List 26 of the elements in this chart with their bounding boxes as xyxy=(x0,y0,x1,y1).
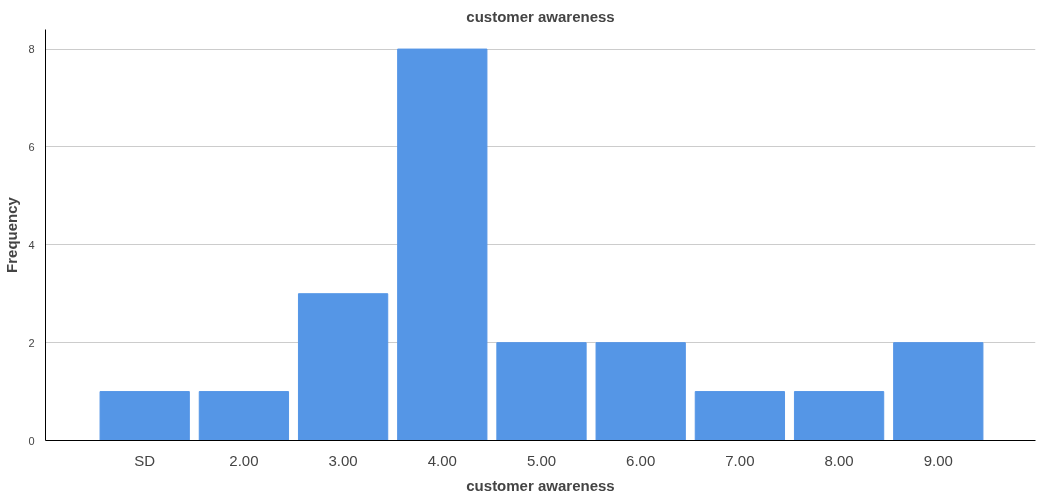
y-tick-label: 2 xyxy=(28,336,35,349)
x-tick-label: 6.00 xyxy=(626,451,656,469)
bar xyxy=(595,342,686,441)
x-tick-label: 3.00 xyxy=(328,451,358,469)
bar xyxy=(198,391,290,441)
bar xyxy=(297,293,389,441)
y-axis-title: Frequency xyxy=(3,196,21,273)
y-tick-label: 8 xyxy=(28,43,35,56)
x-tick-label: 8.00 xyxy=(824,451,854,469)
x-axis-title: customer awareness xyxy=(466,476,615,494)
bar xyxy=(99,391,190,441)
chart-title: customer awareness xyxy=(466,7,615,25)
y-tick-label: 0 xyxy=(28,434,35,447)
y-tick-label: 6 xyxy=(28,140,35,153)
x-tick-label: 9.00 xyxy=(923,451,953,469)
bar xyxy=(694,391,786,441)
bar xyxy=(496,342,587,441)
bar xyxy=(893,342,984,441)
x-tick-label: 7.00 xyxy=(725,451,755,469)
x-tick-label: 5.00 xyxy=(526,451,557,469)
x-tick-label: 4.00 xyxy=(427,451,457,469)
y-tick-label: 4 xyxy=(28,238,35,251)
bar xyxy=(397,48,488,441)
x-tick-label: SD xyxy=(134,451,156,469)
x-tick-label: 2.00 xyxy=(229,451,259,469)
bar xyxy=(793,391,885,441)
